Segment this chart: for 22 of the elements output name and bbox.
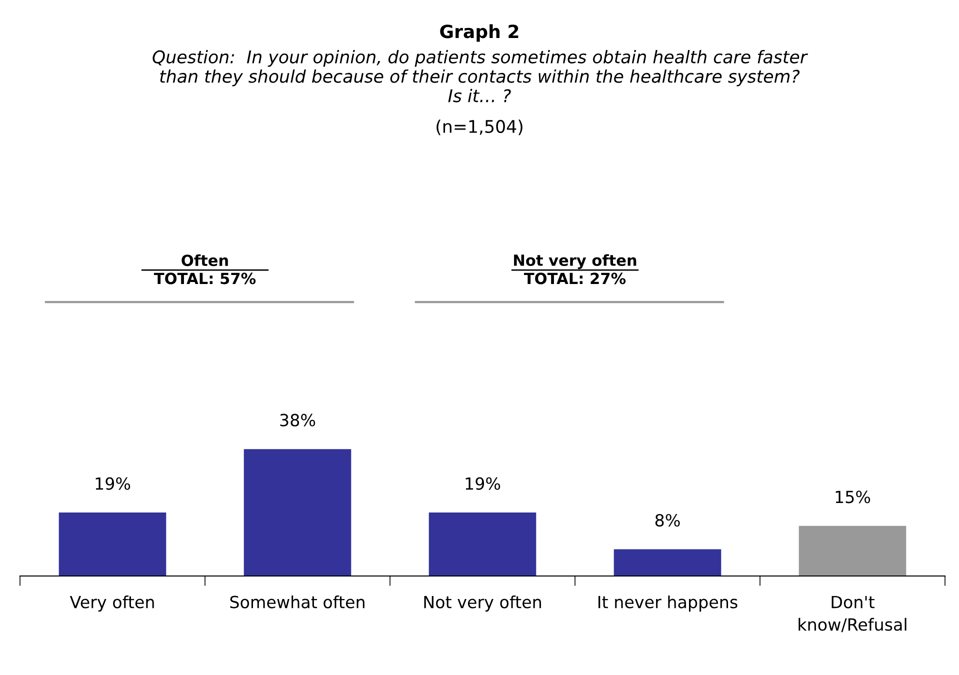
bar bbox=[428, 512, 536, 576]
bar bbox=[58, 512, 166, 576]
x-tick-label: It never happens bbox=[598, 595, 738, 612]
bar bbox=[244, 449, 352, 576]
x-tick-label: Very often bbox=[70, 595, 154, 612]
bar bbox=[798, 526, 906, 576]
chart-subtitle: Question: In your opinion, do patients sometimes obtain health care faster than they should because of their contacts within the healthcare system? Is it… ? bbox=[152, 50, 808, 102]
data-label: 15% bbox=[836, 490, 870, 504]
text: (n=1,504) bbox=[436, 120, 522, 136]
bar bbox=[614, 549, 722, 576]
data-label: 8% bbox=[655, 514, 680, 527]
text: TOTAL: 27% bbox=[524, 272, 626, 284]
x-tick-label: Don't know/Refusal bbox=[798, 596, 906, 632]
text: Often bbox=[182, 254, 228, 266]
chart-title: Graph 2 bbox=[440, 24, 518, 42]
text: Not very often bbox=[514, 254, 636, 270]
data-label: 19% bbox=[96, 477, 130, 490]
x-tick-label: Somewhat often bbox=[230, 595, 364, 608]
data-label: 38% bbox=[280, 414, 316, 426]
x-tick-label: Not very often bbox=[424, 595, 541, 612]
data-label: 19% bbox=[466, 477, 500, 490]
text: TOTAL: 57% bbox=[154, 272, 256, 284]
